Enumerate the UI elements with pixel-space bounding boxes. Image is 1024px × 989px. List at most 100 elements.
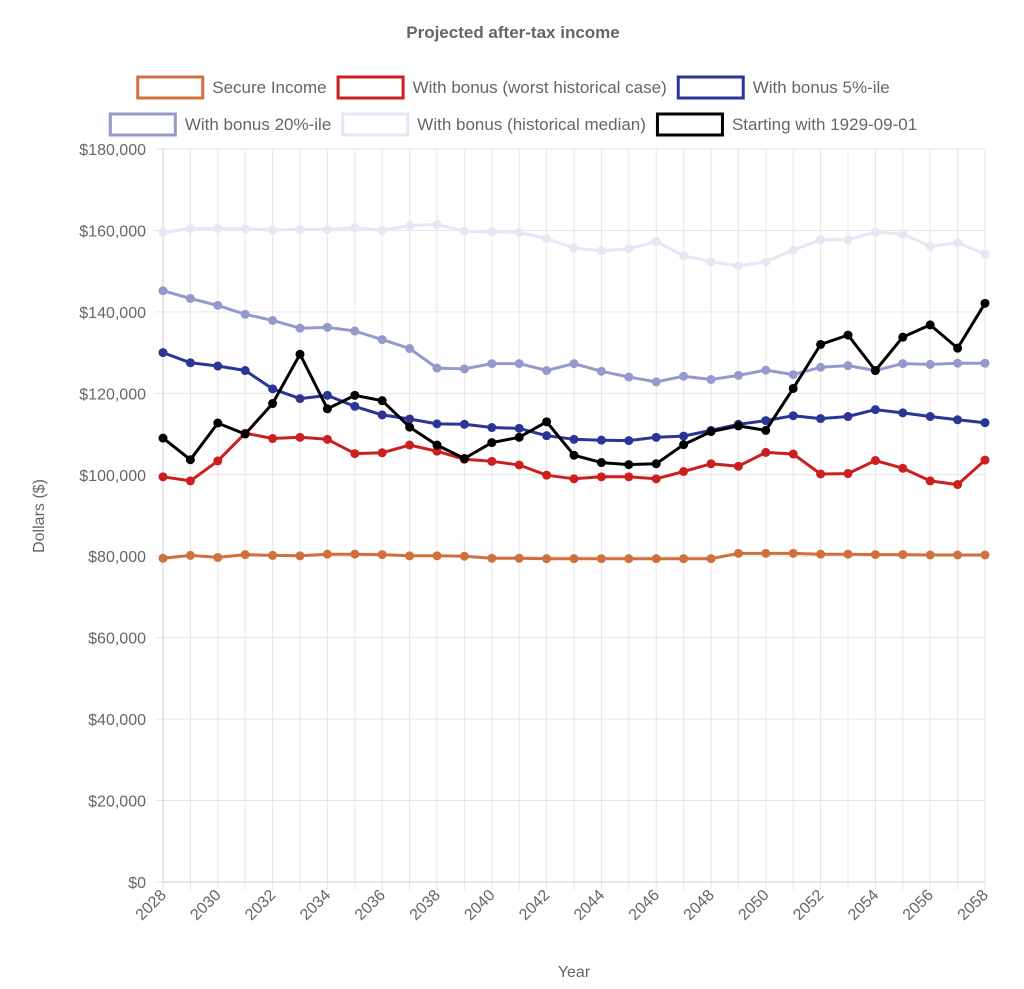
data-point[interactable] [268,434,278,444]
data-point[interactable] [679,467,689,477]
data-point[interactable] [898,408,908,418]
data-point[interactable] [432,440,442,450]
data-point[interactable] [514,432,524,442]
data-point[interactable] [322,404,332,414]
data-point[interactable] [706,257,716,267]
data-point[interactable] [514,423,524,433]
data-point[interactable] [651,554,661,564]
data-point[interactable] [377,550,387,560]
data-point[interactable] [870,227,880,237]
data-point[interactable] [843,412,853,422]
data-point[interactable] [569,359,579,369]
data-point[interactable] [925,476,935,486]
data-point[interactable] [679,554,689,564]
data-point[interactable] [679,431,689,441]
data-point[interactable] [816,362,826,372]
data-point[interactable] [816,339,826,349]
data-point[interactable] [870,456,880,466]
data-point[interactable] [514,359,524,369]
data-point[interactable] [377,396,387,406]
data-point[interactable] [268,315,278,325]
data-point[interactable] [295,432,305,442]
data-point[interactable] [816,414,826,424]
data-point[interactable] [377,448,387,458]
data-point[interactable] [432,363,442,373]
data-point[interactable] [432,219,442,229]
data-point[interactable] [185,476,195,486]
data-point[interactable] [761,447,771,457]
data-point[interactable] [651,474,661,484]
data-point[interactable] [405,551,415,561]
data-point[interactable] [459,551,469,561]
data-point[interactable] [322,225,332,235]
data-point[interactable] [158,472,168,482]
data-point[interactable] [322,390,332,400]
data-point[interactable] [953,343,963,353]
data-point[interactable] [350,549,360,559]
data-point[interactable] [733,461,743,471]
data-point[interactable] [405,344,415,354]
data-point[interactable] [788,370,798,380]
data-point[interactable] [377,225,387,235]
data-point[interactable] [350,449,360,459]
data-point[interactable] [213,552,223,562]
data-point[interactable] [514,227,524,237]
data-point[interactable] [240,224,250,234]
data-point[interactable] [679,251,689,261]
data-point[interactable] [898,463,908,473]
data-point[interactable] [788,548,798,558]
data-point[interactable] [980,455,990,465]
data-point[interactable] [569,434,579,444]
data-point[interactable] [706,427,716,437]
data-point[interactable] [953,358,963,368]
data-point[interactable] [596,246,606,256]
data-point[interactable] [322,434,332,444]
data-point[interactable] [761,257,771,267]
data-point[interactable] [240,550,250,560]
data-point[interactable] [158,433,168,443]
data-point[interactable] [843,549,853,559]
data-point[interactable] [295,349,305,359]
data-point[interactable] [870,405,880,415]
data-point[interactable] [487,438,497,448]
data-point[interactable] [405,422,415,432]
data-point[interactable] [542,366,552,376]
data-point[interactable] [925,550,935,560]
data-point[interactable] [268,384,278,394]
data-point[interactable] [487,423,497,433]
data-point[interactable] [322,322,332,332]
data-point[interactable] [953,480,963,490]
data-point[interactable] [980,550,990,560]
data-point[interactable] [870,366,880,376]
data-point[interactable] [980,249,990,259]
data-point[interactable] [542,470,552,480]
data-point[interactable] [651,377,661,387]
data-point[interactable] [459,226,469,236]
data-point[interactable] [843,235,853,245]
data-point[interactable] [679,440,689,450]
data-point[interactable] [953,550,963,560]
data-point[interactable] [158,348,168,358]
data-point[interactable] [651,459,661,469]
data-point[interactable] [213,456,223,466]
data-point[interactable] [925,412,935,422]
data-point[interactable] [350,223,360,233]
data-point[interactable] [569,450,579,460]
data-point[interactable] [761,548,771,558]
data-point[interactable] [816,235,826,245]
data-point[interactable] [898,550,908,560]
data-point[interactable] [980,418,990,428]
legend-item[interactable]: With bonus 20%-ile [108,112,331,137]
data-point[interactable] [843,469,853,479]
data-point[interactable] [569,474,579,484]
data-point[interactable] [295,394,305,404]
data-point[interactable] [596,458,606,468]
data-point[interactable] [651,432,661,442]
data-point[interactable] [596,554,606,564]
data-point[interactable] [733,261,743,271]
data-point[interactable] [459,453,469,463]
data-point[interactable] [624,436,634,446]
data-point[interactable] [569,554,579,564]
data-point[interactable] [816,549,826,559]
data-point[interactable] [788,383,798,393]
